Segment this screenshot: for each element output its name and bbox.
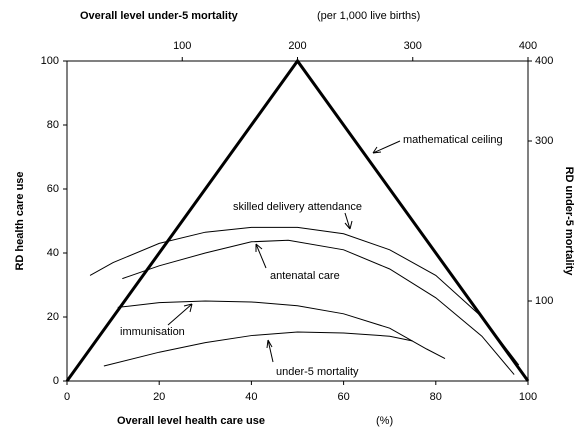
y2-tick-label: 400 [535,55,553,67]
y2-axis-title: RD under-5 mortality [563,167,575,277]
x-tick-label: 60 [337,391,349,403]
y2-tick-label: 300 [535,135,553,147]
y-tick-label: 60 [47,183,59,195]
y2-tick-label: 100 [535,295,553,307]
annotation-arrow [267,339,274,363]
arrow-head [255,243,263,252]
arrow-head [344,220,353,230]
annotation: skilled delivery attendance [233,201,362,213]
arrow-head [372,146,382,154]
y-axis-title: RD health care use [14,171,26,270]
annotation-arrow [167,303,193,326]
annotation-arrow [372,140,401,154]
annotation: under-5 mortality [276,366,359,378]
x-axis-unit: (%) [376,415,393,427]
y-tick-label: 0 [53,375,59,387]
annotation: immunisation [120,326,185,338]
annotation-arrow [255,243,267,269]
series-line [89,226,520,366]
x2-axis-title: Overall level under-5 mortality [80,10,239,22]
series-line [65,58,530,382]
x2-tick-label: 200 [288,40,306,52]
x-tick-label: 80 [430,391,442,403]
x-tick-label: 40 [245,391,257,403]
arrow-head [183,303,193,313]
y-tick-label: 20 [47,311,59,323]
x2-tick-label: 100 [173,40,191,52]
y-tick-label: 80 [47,119,59,131]
x-tick-label: 20 [153,391,165,403]
y-tick-label: 40 [47,247,59,259]
series-line [122,239,515,375]
annotation: antenatal care [270,270,340,282]
x2-tick-label: 300 [404,40,422,52]
x-axis-title: Overall level health care use [117,415,265,427]
annotation: mathematical ceiling [403,134,503,146]
x2-tick-label: 400 [519,40,537,52]
x-tick-label: 100 [519,391,537,403]
series-line [117,300,446,360]
y-tick-label: 100 [41,55,59,67]
x-tick-label: 0 [64,391,70,403]
annotation-arrow [344,212,351,230]
arrow-head [266,339,273,349]
x2-axis-unit: (per 1,000 live births) [317,10,420,22]
series-line [103,331,413,367]
